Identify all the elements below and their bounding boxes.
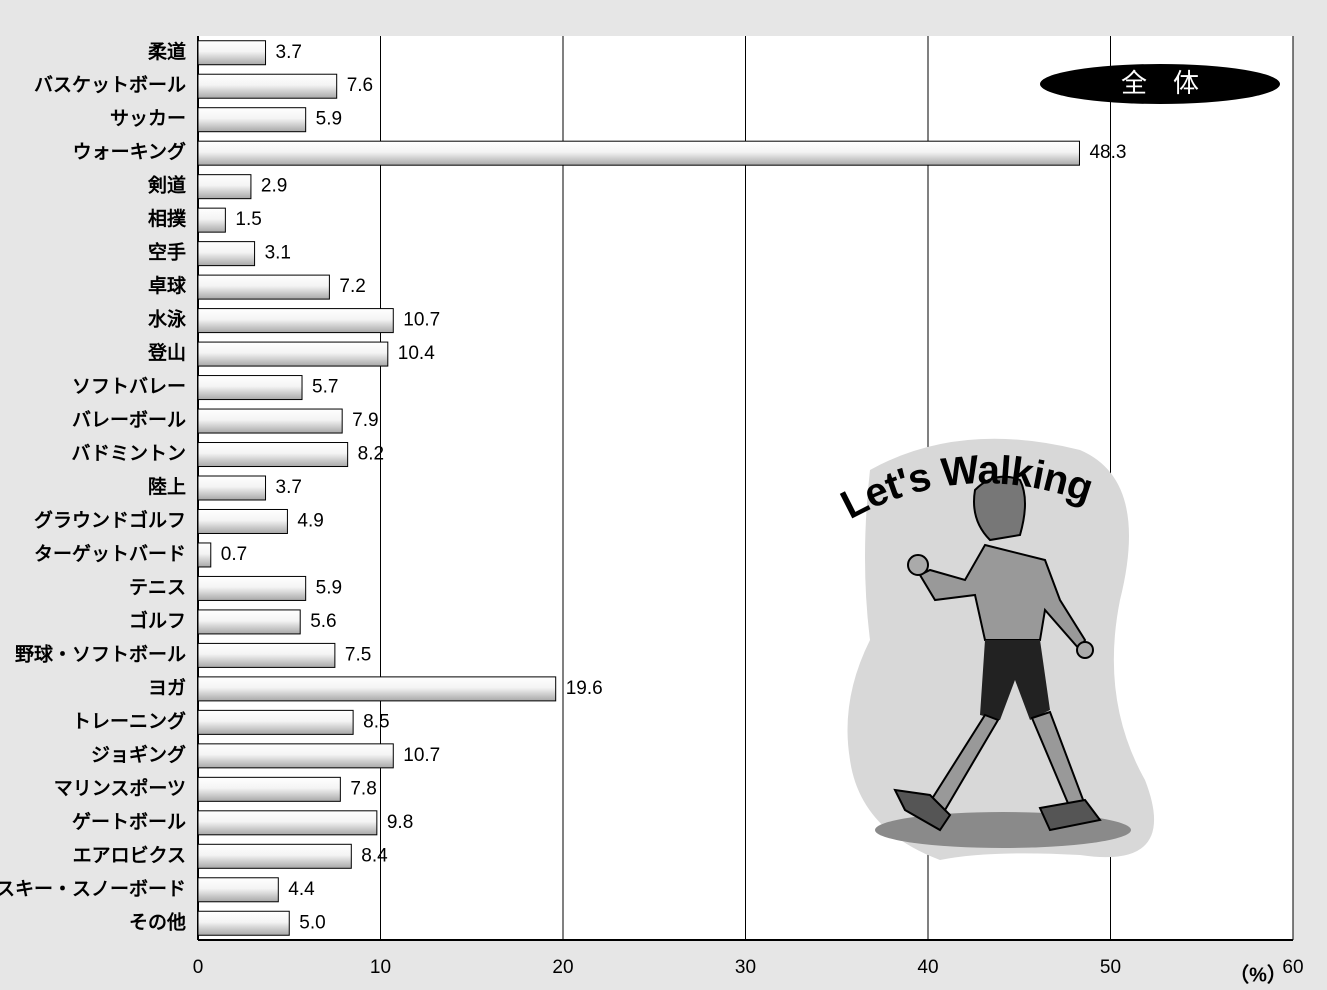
y-tick-label: トレーニング [72, 709, 186, 732]
bar [197, 140, 1080, 166]
y-tick-label: ソフトバレー [72, 376, 186, 398]
x-tick-label: 60 [1282, 957, 1303, 978]
badge-text: 全 体 [1121, 68, 1199, 98]
bar [197, 442, 349, 468]
value-label: 3.7 [276, 477, 302, 498]
bar [197, 40, 267, 66]
value-label: 5.0 [299, 912, 325, 933]
bar [197, 207, 226, 233]
x-axis-label: （%） [1229, 963, 1287, 986]
value-label: 5.9 [316, 109, 342, 130]
y-tick-label: ターゲットバード [34, 543, 186, 565]
bar [197, 408, 343, 434]
value-label: 8.2 [358, 444, 384, 465]
y-tick-label: グラウンドゴルフ [34, 508, 186, 531]
bar [197, 676, 557, 702]
y-tick-label: サッカー [110, 108, 186, 130]
bar [197, 843, 352, 869]
x-tick-label: 20 [552, 957, 573, 978]
value-label: 5.9 [316, 577, 342, 598]
bar [197, 174, 252, 200]
value-label: 7.6 [347, 75, 373, 96]
y-tick-label: 水泳 [148, 308, 187, 331]
bar [197, 575, 307, 601]
bar [197, 475, 267, 501]
y-tick-label: ジョギング [91, 743, 186, 766]
value-label: 0.7 [221, 544, 247, 565]
value-label: 4.4 [288, 879, 315, 900]
value-label: 2.9 [261, 176, 287, 197]
bar [197, 274, 330, 300]
y-tick-label: バスケットボール [34, 74, 186, 96]
bar [197, 743, 394, 769]
y-tick-label: 陸上 [148, 475, 186, 498]
value-label: 48.3 [1089, 142, 1126, 163]
bar [197, 73, 338, 99]
y-tick-label: テニス [129, 577, 186, 598]
bar [197, 810, 378, 836]
x-tick-label: 40 [917, 957, 938, 978]
bar [197, 107, 307, 133]
value-label: 5.7 [312, 377, 338, 398]
y-tick-label: マリンスポーツ [54, 776, 186, 799]
value-label: 9.8 [387, 812, 413, 833]
value-label: 7.5 [345, 644, 371, 665]
bar [197, 375, 303, 401]
y-tick-label: 卓球 [148, 274, 187, 297]
bar [197, 609, 301, 635]
value-label: 3.1 [265, 243, 291, 264]
value-label: 19.6 [566, 678, 603, 699]
value-label: 1.5 [235, 209, 261, 230]
y-tick-label: ウォーキング [73, 140, 186, 163]
value-label: 4.9 [297, 510, 323, 531]
x-tick-label: 50 [1100, 957, 1121, 978]
bar [197, 508, 288, 534]
y-tick-label: 剣道 [147, 174, 186, 197]
value-label: 8.5 [363, 711, 389, 732]
y-tick-label: 空手 [148, 241, 186, 264]
y-tick-label: ヨガ [148, 677, 186, 699]
value-label: 10.4 [398, 343, 435, 364]
value-label: 10.7 [403, 745, 440, 766]
y-tick-label: その他 [129, 910, 186, 933]
badge [1040, 64, 1280, 104]
value-label: 7.8 [350, 778, 376, 799]
value-label: 10.7 [403, 310, 440, 331]
y-tick-label: バドミントン [71, 443, 186, 465]
x-tick-label: 10 [370, 957, 391, 978]
value-label: 7.2 [339, 276, 365, 297]
bar [197, 910, 290, 936]
bar [197, 709, 354, 735]
value-label: 8.4 [361, 845, 388, 866]
y-tick-label: 野球・ソフトボール [15, 642, 186, 665]
y-tick-label: エアロビクス [73, 844, 186, 866]
y-tick-label: 柔道 [148, 40, 186, 63]
y-tick-label: ゴルフ [129, 609, 186, 632]
y-tick-label: スキー・スノーボード [0, 878, 186, 900]
bar [197, 776, 341, 802]
value-label: 5.6 [310, 611, 336, 632]
bar [197, 308, 394, 334]
bar [197, 877, 279, 903]
bar [197, 642, 336, 668]
y-tick-label: 相撲 [148, 207, 187, 230]
x-tick-label: 30 [735, 957, 756, 978]
y-tick-label: ゲートボール [72, 811, 186, 833]
value-label: 7.9 [352, 410, 378, 431]
y-tick-label: 登山 [147, 341, 186, 364]
illustration: Let's Walking [834, 438, 1155, 860]
y-tick-label: バレーボール [72, 409, 186, 431]
bar [197, 341, 389, 367]
x-tick-label: 0 [193, 957, 204, 978]
bar [197, 542, 212, 568]
value-label: 3.7 [276, 42, 302, 63]
bar [197, 241, 256, 267]
